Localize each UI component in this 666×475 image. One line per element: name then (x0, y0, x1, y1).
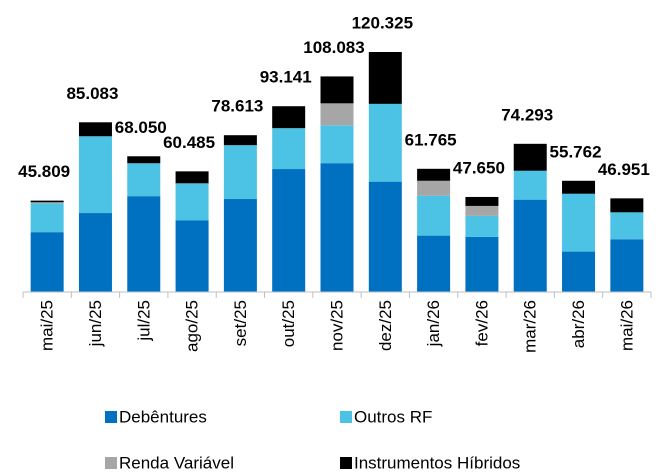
bar-segment (417, 180, 451, 196)
x-tick-label: out/25 (279, 300, 298, 347)
bar-segment (417, 168, 451, 181)
bar-segment (30, 203, 64, 233)
bar-segment (465, 196, 499, 206)
bar-segment (368, 52, 402, 104)
bar-segment (272, 169, 306, 292)
legend-label: Outros RF (354, 407, 432, 426)
x-tick-label: mar/26 (521, 300, 540, 353)
bar-segment (417, 195, 451, 236)
bar-segment (513, 170, 547, 200)
bar-segment (368, 103, 402, 182)
bar-segment (368, 181, 402, 292)
bar-segment (465, 236, 499, 292)
bar-segment (417, 235, 451, 292)
total-label: 78.613 (211, 97, 263, 116)
x-tick-label: fev/26 (472, 300, 491, 346)
total-label: 120.325 (352, 13, 413, 32)
total-label: 61.765 (405, 130, 457, 149)
x-tick-label: abr/26 (569, 300, 588, 348)
bar-segment (78, 136, 112, 214)
legend-label: Renda Variável (119, 453, 234, 472)
total-label: 60.485 (163, 133, 215, 152)
bar-segment (175, 183, 209, 221)
bar-segment (127, 163, 161, 197)
total-label: 46.951 (598, 160, 650, 179)
x-tick-label: mai/26 (617, 300, 636, 351)
bar-segment (320, 76, 354, 104)
bar-segment (175, 171, 209, 184)
bar-segment (610, 198, 644, 213)
total-label: 68.050 (115, 118, 167, 137)
bar-segment (562, 180, 596, 194)
bar-segment (78, 213, 112, 292)
x-tick-label: jun/25 (86, 300, 105, 347)
bar-segment (127, 156, 161, 164)
bar-segment (465, 205, 499, 216)
total-label: 85.083 (66, 84, 118, 103)
total-label: 108.083 (303, 38, 364, 57)
legend-swatch (340, 457, 352, 469)
x-tick-label: nov/25 (327, 300, 346, 351)
bar-segment (513, 143, 547, 171)
x-tick-label: jul/25 (134, 300, 153, 342)
bar-segment (272, 106, 306, 129)
bar-segment (78, 122, 112, 137)
bar-segment (562, 251, 596, 292)
bar-segment (175, 220, 209, 292)
x-tick-label: ago/25 (183, 300, 202, 352)
x-tick-label: mai/25 (38, 300, 57, 351)
bar-segment (513, 199, 547, 292)
bar-segment (272, 128, 306, 170)
bar-segment (562, 193, 596, 252)
x-tick-label: dez/25 (376, 300, 395, 351)
total-label: 45.809 (18, 162, 70, 181)
bar-segment (223, 199, 257, 292)
legend-label: Debêntures (119, 407, 207, 426)
bar-segment (30, 232, 64, 292)
bar-segment (223, 145, 257, 200)
bar-segment (223, 135, 257, 146)
total-label: 47.650 (453, 158, 505, 177)
legend-swatch (105, 411, 117, 423)
bar-segment (127, 196, 161, 292)
x-tick-label: jan/26 (424, 300, 443, 347)
bar-segment (465, 215, 499, 237)
total-label: 74.293 (501, 105, 553, 124)
legend-label: Instrumentos Híbridos (354, 453, 520, 472)
bar-segment (320, 125, 354, 164)
x-tick-label: set/25 (231, 300, 250, 346)
bar-segment (320, 103, 354, 126)
total-label: 93.141 (260, 68, 312, 87)
legend-swatch (105, 457, 117, 469)
bar-segment (320, 163, 354, 292)
bar-segment (610, 239, 644, 292)
bar-segment (30, 200, 64, 203)
total-label: 55.762 (550, 142, 602, 161)
bar-segment (30, 202, 64, 204)
bar-segment (610, 212, 644, 240)
legend-swatch (340, 411, 352, 423)
